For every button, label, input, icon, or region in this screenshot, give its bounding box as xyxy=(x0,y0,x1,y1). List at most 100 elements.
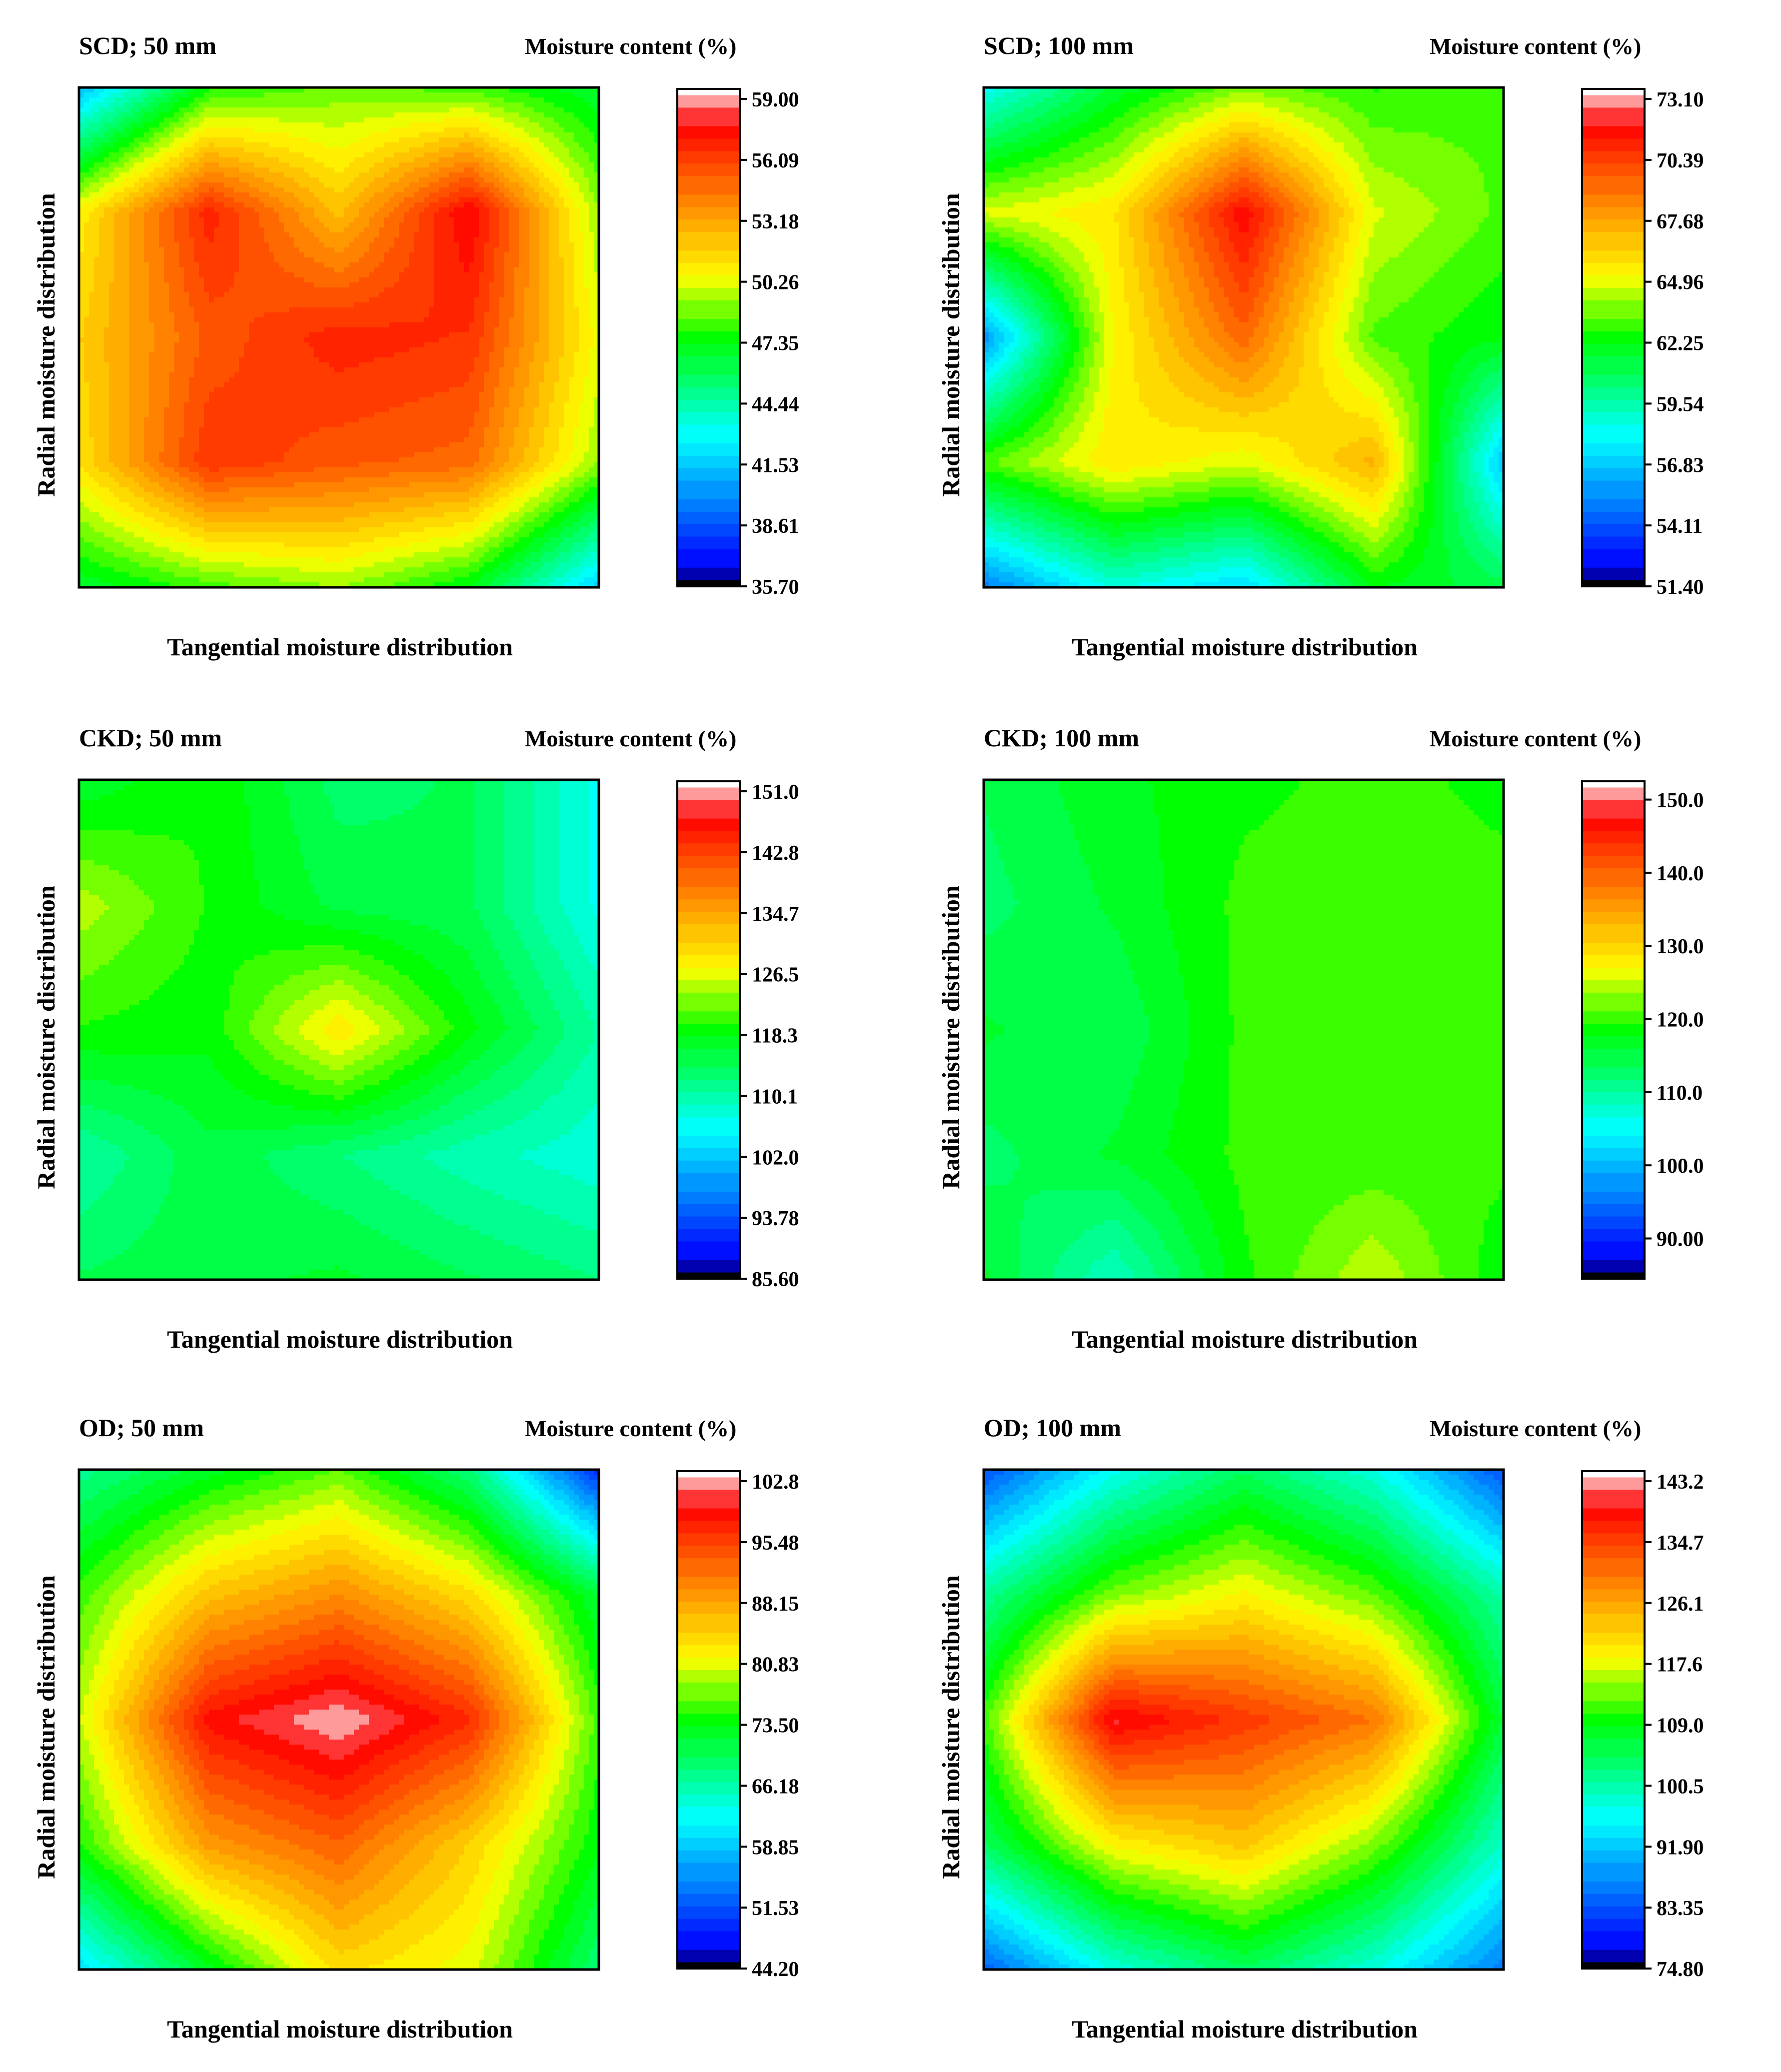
contour-cell xyxy=(349,272,354,278)
contour-cell xyxy=(439,312,444,318)
contour-cell xyxy=(279,202,284,208)
contour-cell xyxy=(474,297,479,303)
contour-cell xyxy=(219,147,224,153)
contour-cell xyxy=(494,282,499,288)
contour-cell xyxy=(394,232,399,238)
contour-cell xyxy=(324,147,329,153)
contour-cell xyxy=(454,192,459,198)
contour-cell xyxy=(194,207,199,213)
contour-cell xyxy=(544,272,549,278)
contour-cell xyxy=(564,157,569,163)
contour-cell xyxy=(234,177,239,183)
contour-cell xyxy=(449,132,454,138)
contour-cell xyxy=(504,162,509,168)
contour-cell xyxy=(379,242,384,248)
contour-cell xyxy=(304,232,309,238)
contour-cell xyxy=(174,147,179,153)
contour-cell xyxy=(184,152,189,158)
contour-cell xyxy=(394,237,399,243)
contour-cell xyxy=(299,282,304,288)
contour-cell xyxy=(344,317,349,323)
contour-cell xyxy=(279,317,284,323)
contour-cell xyxy=(204,107,209,113)
contour-cell xyxy=(524,257,529,263)
contour-cell xyxy=(219,297,224,303)
contour-cell xyxy=(139,132,144,138)
contour-cell xyxy=(279,102,284,108)
contour-cell xyxy=(384,117,389,123)
contour-cell xyxy=(319,177,324,183)
contour-cell xyxy=(569,112,574,118)
contour-cell xyxy=(489,107,494,113)
contour-cell xyxy=(144,112,149,118)
contour-cell xyxy=(294,142,299,148)
contour-cell xyxy=(554,202,559,208)
contour-cell xyxy=(294,122,299,128)
contour-cell xyxy=(574,322,579,328)
contour-cell xyxy=(429,137,434,143)
contour-cell xyxy=(474,172,479,178)
contour-cell xyxy=(159,257,164,263)
contour-cell xyxy=(464,112,469,118)
contour-cell xyxy=(414,317,419,323)
contour-cell xyxy=(439,292,444,298)
contour-cell xyxy=(464,212,469,218)
contour-cell xyxy=(259,322,264,328)
contour-cell xyxy=(254,302,259,308)
contour-cell xyxy=(174,107,179,113)
contour-cell xyxy=(259,177,264,183)
contour-cell xyxy=(444,182,449,188)
contour-cell xyxy=(464,267,469,273)
contour-cell xyxy=(459,227,464,233)
contour-cell xyxy=(374,112,379,118)
contour-cell xyxy=(199,137,204,143)
contour-cell xyxy=(129,172,134,178)
contour-cell xyxy=(109,257,114,263)
contour-cell xyxy=(189,172,194,178)
contour-cell xyxy=(94,317,99,323)
contour-cell xyxy=(229,187,234,193)
contour-cell xyxy=(404,107,409,113)
contour-cell xyxy=(144,282,149,288)
contour-cell xyxy=(304,297,309,303)
contour-cell xyxy=(159,247,164,253)
contour-cell xyxy=(139,282,144,288)
contour-cell xyxy=(554,262,559,268)
contour-cell xyxy=(419,102,424,108)
contour-cell xyxy=(554,97,559,103)
contour-cell xyxy=(139,107,144,113)
contour-cell xyxy=(369,262,374,268)
contour-cell xyxy=(509,137,514,143)
contour-cell xyxy=(219,122,224,128)
contour-cell xyxy=(439,247,444,253)
contour-cell xyxy=(159,102,164,108)
contour-cell xyxy=(134,132,139,138)
contour-cell xyxy=(134,232,139,238)
contour-cell xyxy=(549,287,554,293)
contour-cell xyxy=(284,307,289,313)
contour-cell xyxy=(484,252,489,258)
contour-cell xyxy=(549,247,554,253)
contour-cell xyxy=(439,257,444,263)
contour-cell xyxy=(364,157,369,163)
contour-cell xyxy=(279,187,284,193)
contour-cell xyxy=(219,267,224,273)
contour-cell xyxy=(339,227,344,233)
contour-cell xyxy=(474,217,479,223)
contour-cell xyxy=(274,97,279,103)
contour-cell xyxy=(409,317,414,323)
contour-panel: 59.00 56.09 53.18 50.26 47.35 44.44 41.53 38.61… xyxy=(0,0,890,690)
contour-cell xyxy=(204,152,209,158)
contour-cell xyxy=(319,217,324,223)
contour-cell xyxy=(179,207,184,213)
contour-cell xyxy=(464,227,469,233)
contour-cell xyxy=(309,102,314,108)
contour-cell xyxy=(109,137,114,143)
contour-cell xyxy=(149,262,154,268)
contour-cell xyxy=(124,187,129,193)
contour-cell xyxy=(544,132,549,138)
contour-cell xyxy=(554,187,559,193)
contour-cell xyxy=(349,192,354,198)
contour-cell xyxy=(264,112,269,118)
contour-cell xyxy=(334,202,339,208)
